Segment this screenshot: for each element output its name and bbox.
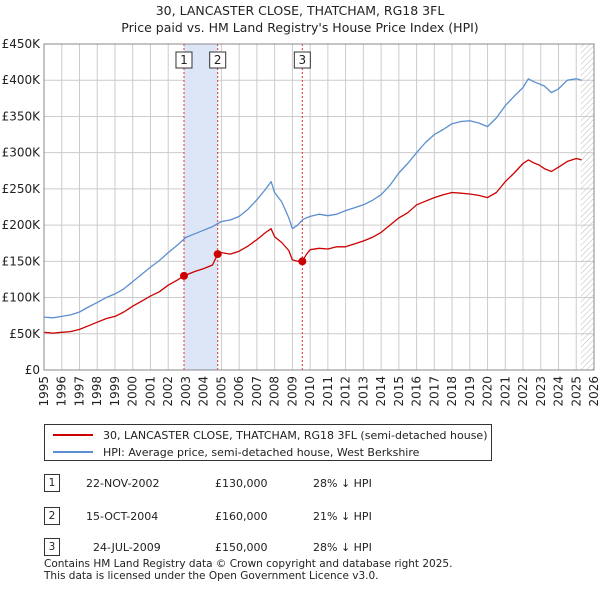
x-tick-label: 2015 [392,376,406,407]
legend: 30, LANCASTER CLOSE, THATCHAM, RG18 3FL … [44,424,492,461]
x-tick-label: 2008 [268,376,282,407]
sale-number-badge: 2 [44,507,60,525]
sale-marker-badge [175,51,193,69]
x-tick-label: 2017 [427,376,441,407]
x-tick-label: 2024 [552,376,566,407]
y-tick-label: £450K [2,37,42,51]
x-tick-label: 2011 [321,376,335,407]
x-tick-label: 2004 [197,376,211,407]
sales-table-row: 2 15-OCT-2004 £160,000 21% ↓ HPI [0,505,600,529]
y-tick-label: £50K [9,327,41,341]
legend-label-hpi: HPI: Average price, semi-detached house,… [103,445,420,459]
x-tick-label: 2009 [285,376,299,407]
series-line-price-paid [43,157,582,334]
footer-line1: Contains HM Land Registry data © Crown c… [44,558,453,570]
x-tick-label: 2025 [569,376,583,407]
plot-frame [43,43,595,371]
sale-price: £130,000 [215,477,268,490]
chart-area: 1 2 3 £0 £50K £100K £150K £200K £250K £300K £350K… [2,37,600,407]
x-tick-label: 2022 [516,376,530,407]
sale-marker-label: 1 [180,53,188,67]
x-tick-label: 2021 [498,376,512,407]
x-tick-label: 2002 [161,376,175,407]
shaded-period [183,44,218,370]
future-hatch-region [580,44,594,370]
legend-item-hpi: HPI: Average price, semi-detached house,… [53,444,419,460]
y-tick-label: £100K [2,291,42,305]
sales-table-row: 1 22-NOV-2002 £130,000 28% ↓ HPI [0,472,600,496]
x-tick-label: 2019 [463,376,477,407]
footer-attribution: Contains HM Land Registry data © Crown c… [44,558,452,582]
chart-title: 30, LANCASTER CLOSE, THATCHAM, RG18 3FL … [0,2,600,36]
y-tick-label: £400K [2,73,42,87]
x-tick-label: 2013 [356,376,370,407]
x-tick-label: 1999 [108,376,122,407]
y-tick-label: £150K [2,254,42,268]
x-tick-label: 2001 [143,376,157,407]
sale-point [298,257,307,266]
x-tick-label: 2012 [339,376,353,407]
chart-title-line2: Price paid vs. HM Land Registry's House … [121,20,479,35]
y-tick-label: £300K [2,146,42,160]
sale-date: 15-OCT-2004 [86,510,159,523]
sale-marker-badge [293,51,311,69]
sale-hpi-diff: 21% ↓ HPI [313,510,372,523]
x-tick-label: 2000 [126,376,140,407]
plot-background [44,44,594,370]
legend-label-price-paid: 30, LANCASTER CLOSE, THATCHAM, RG18 3FL … [103,428,488,442]
series-line-hpi [43,78,582,319]
x-tick-label: 2003 [179,376,193,407]
sale-hpi-diff: 28% ↓ HPI [313,541,372,554]
y-tick-label: £200K [2,218,42,232]
x-tick-label: 2020 [481,376,495,407]
y-tick-label: £350K [2,109,42,123]
y-tick-label: £0 [25,363,40,377]
sale-date: 24-JUL-2009 [93,541,161,554]
sale-point [213,250,222,259]
x-tick-label: 1998 [90,376,104,407]
legend-swatch-hpi [53,451,93,453]
x-tick-label: 2018 [445,376,459,407]
x-tick-label: 2005 [214,376,228,407]
sale-marker-badge [209,51,227,69]
sale-price: £160,000 [215,510,268,523]
legend-swatch-price-paid [53,434,93,436]
legend-item-price-paid: 30, LANCASTER CLOSE, THATCHAM, RG18 3FL … [53,427,488,443]
sale-number-badge: 3 [44,538,60,556]
sale-point [179,271,188,280]
x-tick-label: 2014 [374,376,388,407]
footer-line2: This data is licensed under the Open Gov… [44,570,379,582]
x-tick-label: 2010 [303,376,317,407]
sale-marker-label: 2 [214,53,222,67]
sale-number-badge: 1 [44,474,60,492]
chart-title-line1: 30, LANCASTER CLOSE, THATCHAM, RG18 3FL [155,3,445,18]
sale-price: £150,000 [215,541,268,554]
x-tick-label: 2026 [587,376,600,407]
x-tick-label: 1995 [37,376,51,407]
x-tick-label: 1997 [72,376,86,407]
x-tick-label: 2023 [534,376,548,407]
y-tick-label: £250K [2,182,42,196]
sale-hpi-diff: 28% ↓ HPI [313,477,372,490]
x-tick-label: 2007 [250,376,264,407]
x-tick-label: 2016 [410,376,424,407]
sales-table-row: 3 24-JUL-2009 £150,000 28% ↓ HPI [0,536,600,560]
sale-marker-label: 3 [299,53,307,67]
x-tick-label: 2006 [232,376,246,407]
x-tick-label: 1996 [55,376,69,407]
sale-date: 22-NOV-2002 [86,477,160,490]
